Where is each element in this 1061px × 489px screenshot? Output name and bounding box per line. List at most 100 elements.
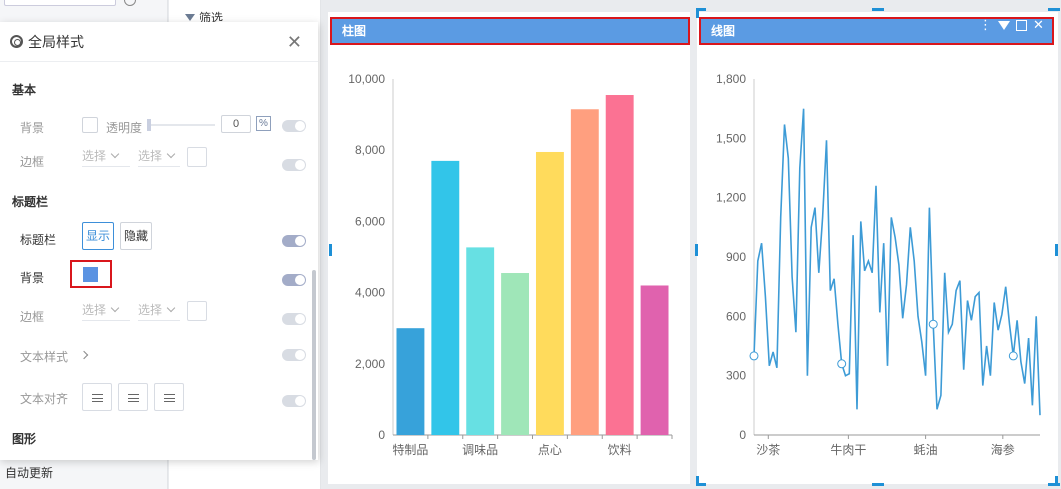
bar xyxy=(605,95,634,436)
opacity-slider-knob[interactable] xyxy=(147,119,151,131)
chevron-down-icon xyxy=(110,149,120,159)
resize-handle-tr[interactable] xyxy=(1048,8,1060,11)
panel-scrollbar[interactable] xyxy=(312,270,316,460)
resize-handle-left[interactable] xyxy=(695,244,698,256)
align-right-icon xyxy=(164,394,175,402)
y-tick-label: 2,000 xyxy=(355,357,385,371)
align-center-button[interactable] xyxy=(118,383,148,411)
series-point xyxy=(749,351,759,361)
line-chart-card[interactable]: 线图 ⋮ ✕ 0 300 600 900 1,200 1,500 1,800 沙茶 牛肉干 蚝油 海… xyxy=(697,12,1058,484)
x-tick-label: 特制品 xyxy=(392,442,428,457)
y-tick-label: 1,500 xyxy=(716,131,746,145)
chevron-right-icon[interactable] xyxy=(79,350,89,360)
x-tick-label: 牛肉干 xyxy=(830,442,866,457)
background-color-highlight xyxy=(70,260,112,288)
titlebar-background-label: 背景 xyxy=(20,271,45,285)
background-color-swatch[interactable] xyxy=(83,267,98,282)
percent-icon: % xyxy=(256,116,271,131)
series-line xyxy=(753,108,1041,416)
funnel-icon xyxy=(185,14,195,21)
resize-handle-bottom[interactable] xyxy=(872,483,884,486)
y-tick-label: 300 xyxy=(726,369,746,383)
resize-handle-bl[interactable] xyxy=(696,483,706,486)
y-tick-label: 8,000 xyxy=(355,143,385,157)
bar-chart: 0 2,000 4,000 6,000 8,000 10,000 特制品 调味品 点心 饮料 xyxy=(348,72,673,457)
auto-update-label[interactable]: 自动更新 xyxy=(5,466,54,480)
bar xyxy=(396,328,425,435)
help-icon[interactable] xyxy=(124,0,136,6)
opacity-input[interactable]: 0 xyxy=(221,115,251,133)
more-icon[interactable]: ⋮ xyxy=(979,17,992,32)
y-tick-label: 0 xyxy=(739,428,746,442)
section-basic: 基本 xyxy=(12,83,37,97)
titlebar-border-color-picker[interactable] xyxy=(187,301,207,321)
basic-border-color-picker[interactable] xyxy=(187,147,207,167)
resize-handle-tl-v[interactable] xyxy=(696,8,699,18)
align-center-icon xyxy=(128,394,139,402)
resize-handle-top[interactable] xyxy=(872,8,884,11)
text-align-label: 文本对齐 xyxy=(20,392,69,406)
resize-handle-br[interactable] xyxy=(1048,483,1060,486)
titlebar-label: 标题栏 xyxy=(20,233,57,247)
panel-header: 全局样式 ✕ xyxy=(0,22,318,62)
y-tick-label: 1,200 xyxy=(716,191,746,205)
panel-title: 全局样式 xyxy=(28,33,84,50)
resize-handle-tl[interactable] xyxy=(696,8,706,11)
filter-icon[interactable] xyxy=(998,20,1010,30)
align-left-button[interactable] xyxy=(82,383,112,411)
series-point xyxy=(928,319,938,329)
bar-chart-title[interactable]: 柱图 xyxy=(330,17,690,45)
bar-chart-card[interactable]: 柱图 0 2,000 4,000 6,000 8,000 10,000 特制品 调味品 点心 饮料 xyxy=(328,12,690,484)
hide-button[interactable]: 隐藏 xyxy=(120,222,153,250)
titlebar-toggle[interactable] xyxy=(282,235,306,247)
y-tick-label: 600 xyxy=(726,309,746,323)
y-tick-label: 0 xyxy=(378,428,385,442)
chevron-down-icon xyxy=(166,303,176,313)
text-align-toggle[interactable] xyxy=(282,395,306,407)
background-checkbox[interactable] xyxy=(82,117,98,133)
close-icon[interactable]: ✕ xyxy=(286,31,302,52)
basic-border-label: 边框 xyxy=(20,155,45,169)
select-value: 选择 xyxy=(82,149,107,163)
basic-background-toggle[interactable] xyxy=(282,120,306,132)
line-chart: 0 300 600 900 1,200 1,500 1,800 沙茶 牛肉干 蚝油 海参 xyxy=(716,72,1041,457)
line-chart-title[interactable]: 线图 xyxy=(699,17,1054,45)
basic-background-label: 背景 xyxy=(20,121,45,135)
titlebar-background-toggle[interactable] xyxy=(282,274,306,286)
titlebar-border-label: 边框 xyxy=(20,310,45,324)
titlebar-border-width-select[interactable]: 选择 xyxy=(138,299,180,321)
basic-border-style-select[interactable]: 选择 xyxy=(82,145,130,167)
card-toolbar: ⋮ ✕ xyxy=(979,17,1044,33)
x-tick-label: 饮料 xyxy=(608,443,632,457)
resize-handle-bl-v[interactable] xyxy=(696,476,699,486)
bar xyxy=(466,247,495,435)
top-search-input[interactable] xyxy=(4,0,116,6)
titlebar-border-style-select[interactable]: 选择 xyxy=(82,299,130,321)
align-right-button[interactable] xyxy=(154,383,184,411)
y-tick-label: 10,000 xyxy=(348,72,385,86)
chevron-down-icon xyxy=(166,149,176,159)
global-style-panel: 全局样式 ✕ 基本 背景 透明度 0 % 边框 选择 选择 标题栏 标题栏 显示… xyxy=(0,22,318,460)
y-tick-label: 6,000 xyxy=(355,214,385,228)
bar xyxy=(431,160,460,435)
bar xyxy=(570,109,599,435)
resize-handle-right[interactable] xyxy=(1055,244,1058,256)
filter-header[interactable]: 筛选 xyxy=(185,9,223,26)
y-tick-label: 1,800 xyxy=(716,72,746,86)
select-value: 选择 xyxy=(82,303,107,317)
x-tick-label: 调味品 xyxy=(462,443,498,457)
show-button[interactable]: 显示 xyxy=(82,222,115,250)
section-titlebar: 标题栏 xyxy=(12,195,49,209)
resize-handle-bar-right[interactable] xyxy=(329,244,332,256)
text-style-toggle[interactable] xyxy=(282,349,306,361)
select-value: 选择 xyxy=(138,149,163,163)
basic-border-width-select[interactable]: 选择 xyxy=(138,145,180,167)
opacity-slider[interactable] xyxy=(147,119,215,131)
bar xyxy=(535,151,564,436)
basic-border-toggle[interactable] xyxy=(282,159,306,171)
text-style-label: 文本样式 xyxy=(20,350,69,364)
resize-handle-br-v[interactable] xyxy=(1055,476,1058,486)
titlebar-border-toggle[interactable] xyxy=(282,313,306,325)
maximize-icon[interactable] xyxy=(1016,19,1027,31)
close-icon[interactable]: ✕ xyxy=(1033,17,1044,32)
